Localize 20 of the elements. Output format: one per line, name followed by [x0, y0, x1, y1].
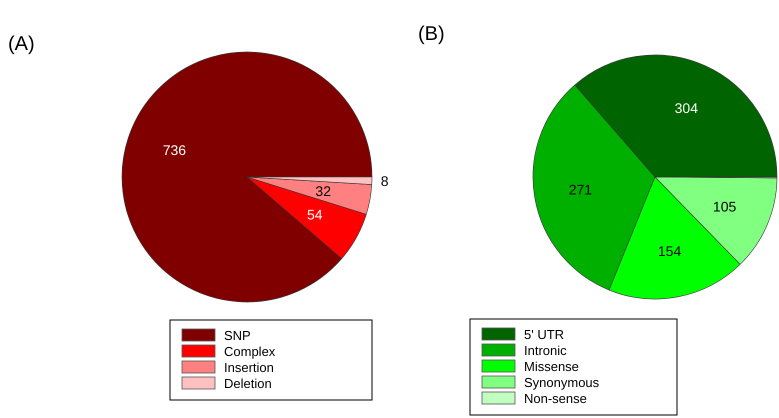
chart-title: (B) [418, 23, 445, 45]
legend-label: 5' UTR [524, 327, 564, 342]
data-label: 105 [712, 198, 736, 215]
data-label: 736 [162, 142, 186, 158]
data-label: 154 [658, 243, 682, 260]
data-label: 32 [315, 182, 332, 199]
data-label: 8 [380, 172, 389, 189]
legend-label: Synonymous [524, 375, 600, 390]
data-label: 304 [674, 100, 698, 116]
chart-title: (A) [8, 33, 35, 55]
legend-label: Deletion [224, 376, 272, 391]
legend-label: Complex [224, 344, 276, 359]
legend-label: Insertion [224, 360, 274, 375]
legend-label: Non-sense [524, 391, 587, 406]
legend-label: Missense [524, 359, 579, 374]
data-label: 54 [306, 206, 323, 223]
legend-label: SNP [224, 328, 251, 343]
pie-slice [122, 52, 372, 302]
data-label: 271 [568, 181, 592, 198]
legend-label: Intronic [524, 343, 568, 358]
